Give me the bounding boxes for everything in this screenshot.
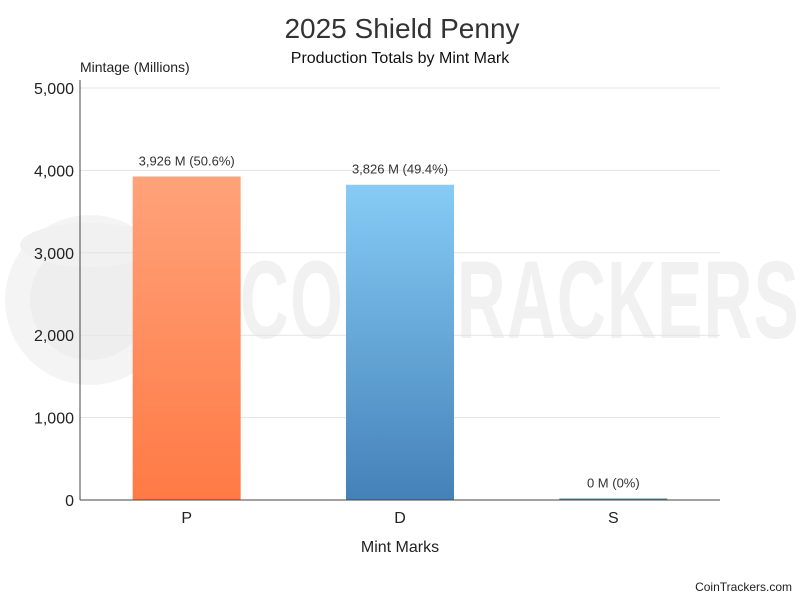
- x-axis-label: Mint Marks: [361, 539, 439, 556]
- chart-title: 2025 Shield Penny: [284, 13, 519, 44]
- data-label-s: 0 M (0%): [587, 476, 640, 491]
- y-tick-label: 4,000: [34, 163, 74, 180]
- chart-subtitle: Production Totals by Mint Mark: [291, 50, 510, 67]
- bars: [132, 176, 668, 500]
- bar-p: [132, 176, 241, 500]
- y-tick-label: 3,000: [34, 246, 74, 263]
- y-tick-label: 2,000: [34, 328, 74, 345]
- x-tick-label-s: S: [608, 510, 619, 527]
- cointrackers-mascot-icon: [5, 215, 175, 385]
- watermark: COINTRACKERS: [5, 215, 800, 385]
- bar-d: [346, 184, 454, 500]
- y-tick-label: 1,000: [34, 411, 74, 428]
- credit-text: CoinTrackers.com: [695, 580, 792, 594]
- data-labels: 3,926 M (50.6%) 3,826 M (49.4%) 0 M (0%): [139, 153, 640, 490]
- y-tick-label: 5,000: [34, 81, 74, 98]
- x-tick-label-d: D: [394, 510, 406, 527]
- y-axis-ticks: 0 1,000 2,000 3,000 4,000 5,000: [34, 81, 74, 510]
- watermark-text: COINTRACKERS: [240, 239, 800, 362]
- data-label-d: 3,826 M (49.4%): [352, 162, 448, 177]
- y-axis-label: Mintage (Millions): [80, 59, 190, 75]
- x-tick-label-p: P: [181, 510, 192, 527]
- bar-s: [559, 498, 668, 500]
- y-tick-label: 0: [65, 493, 74, 510]
- data-label-p: 3,926 M (50.6%): [139, 153, 235, 168]
